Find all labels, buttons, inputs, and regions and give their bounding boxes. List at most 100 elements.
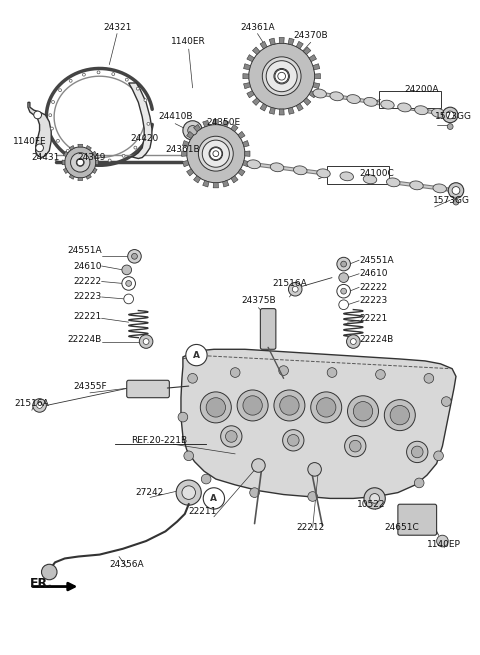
Polygon shape bbox=[182, 141, 189, 147]
Circle shape bbox=[176, 480, 201, 505]
Ellipse shape bbox=[415, 105, 428, 115]
Polygon shape bbox=[313, 64, 320, 70]
Circle shape bbox=[57, 140, 60, 142]
Ellipse shape bbox=[432, 109, 445, 117]
Text: 22221: 22221 bbox=[73, 312, 102, 321]
Polygon shape bbox=[203, 121, 209, 127]
Circle shape bbox=[262, 57, 301, 96]
Circle shape bbox=[308, 462, 322, 476]
Circle shape bbox=[33, 399, 47, 412]
Circle shape bbox=[143, 339, 149, 345]
Text: 27242: 27242 bbox=[136, 488, 164, 497]
FancyBboxPatch shape bbox=[260, 309, 276, 349]
Circle shape bbox=[237, 390, 268, 421]
Text: 22224B: 22224B bbox=[67, 335, 102, 344]
Circle shape bbox=[424, 373, 434, 383]
Circle shape bbox=[437, 535, 448, 547]
Polygon shape bbox=[63, 151, 68, 157]
Circle shape bbox=[93, 160, 96, 162]
Polygon shape bbox=[314, 73, 321, 79]
Polygon shape bbox=[213, 119, 218, 124]
Circle shape bbox=[350, 339, 356, 345]
Text: 24361A: 24361A bbox=[240, 24, 275, 32]
Polygon shape bbox=[288, 107, 294, 115]
Circle shape bbox=[77, 159, 84, 166]
Circle shape bbox=[147, 122, 150, 125]
Ellipse shape bbox=[398, 103, 411, 112]
Ellipse shape bbox=[293, 166, 307, 175]
Text: 24349: 24349 bbox=[78, 153, 106, 162]
Polygon shape bbox=[78, 144, 83, 147]
Circle shape bbox=[59, 88, 61, 92]
Text: 24610: 24610 bbox=[73, 261, 102, 271]
Text: 1140FE: 1140FE bbox=[13, 137, 47, 145]
Circle shape bbox=[316, 398, 336, 417]
Polygon shape bbox=[288, 38, 294, 45]
Circle shape bbox=[390, 405, 409, 425]
Circle shape bbox=[348, 396, 379, 427]
FancyBboxPatch shape bbox=[127, 381, 169, 398]
Polygon shape bbox=[260, 41, 267, 49]
Polygon shape bbox=[203, 181, 209, 187]
Circle shape bbox=[384, 400, 415, 430]
Text: FR.: FR. bbox=[30, 577, 53, 590]
Polygon shape bbox=[129, 83, 152, 159]
Polygon shape bbox=[243, 160, 249, 167]
Polygon shape bbox=[231, 176, 238, 183]
Polygon shape bbox=[182, 160, 189, 167]
Text: 24551A: 24551A bbox=[67, 246, 102, 255]
Text: 21516A: 21516A bbox=[272, 279, 307, 288]
Circle shape bbox=[226, 430, 237, 442]
Circle shape bbox=[447, 124, 453, 130]
Polygon shape bbox=[247, 54, 254, 62]
Circle shape bbox=[139, 335, 153, 348]
Circle shape bbox=[187, 124, 245, 183]
Polygon shape bbox=[279, 109, 284, 115]
Circle shape bbox=[448, 183, 464, 198]
Polygon shape bbox=[247, 91, 254, 98]
Text: 1573GG: 1573GG bbox=[433, 196, 470, 204]
Circle shape bbox=[122, 155, 125, 157]
Circle shape bbox=[280, 396, 299, 415]
Text: 22221: 22221 bbox=[359, 314, 387, 323]
Circle shape bbox=[311, 392, 342, 423]
Circle shape bbox=[347, 335, 360, 348]
Circle shape bbox=[66, 149, 69, 153]
Text: 22211: 22211 bbox=[188, 508, 216, 517]
Ellipse shape bbox=[381, 100, 394, 109]
Text: 24361B: 24361B bbox=[166, 145, 200, 155]
Polygon shape bbox=[296, 103, 303, 111]
Polygon shape bbox=[78, 178, 83, 181]
Polygon shape bbox=[69, 145, 74, 150]
Text: 22222: 22222 bbox=[73, 277, 102, 286]
Circle shape bbox=[349, 440, 361, 452]
Circle shape bbox=[124, 294, 133, 304]
Circle shape bbox=[213, 151, 219, 157]
Text: 24350E: 24350E bbox=[206, 118, 240, 127]
Circle shape bbox=[275, 69, 288, 83]
Text: 1573GG: 1573GG bbox=[435, 113, 472, 121]
Ellipse shape bbox=[363, 175, 377, 184]
FancyBboxPatch shape bbox=[327, 166, 389, 183]
Polygon shape bbox=[69, 175, 74, 179]
Circle shape bbox=[341, 288, 347, 294]
Text: 1140ER: 1140ER bbox=[171, 37, 206, 46]
Polygon shape bbox=[243, 64, 251, 70]
FancyBboxPatch shape bbox=[380, 91, 442, 108]
Polygon shape bbox=[193, 124, 201, 132]
Ellipse shape bbox=[386, 178, 400, 187]
Polygon shape bbox=[243, 73, 249, 79]
Polygon shape bbox=[187, 132, 194, 138]
Polygon shape bbox=[93, 168, 97, 174]
Circle shape bbox=[266, 61, 297, 92]
Circle shape bbox=[411, 446, 423, 458]
Circle shape bbox=[108, 159, 111, 162]
Circle shape bbox=[252, 458, 265, 472]
Text: 22222: 22222 bbox=[359, 283, 387, 292]
Ellipse shape bbox=[340, 172, 353, 181]
Circle shape bbox=[434, 451, 444, 460]
Circle shape bbox=[125, 78, 128, 81]
Ellipse shape bbox=[270, 163, 284, 172]
Text: 24355F: 24355F bbox=[73, 382, 107, 390]
Circle shape bbox=[327, 367, 337, 377]
